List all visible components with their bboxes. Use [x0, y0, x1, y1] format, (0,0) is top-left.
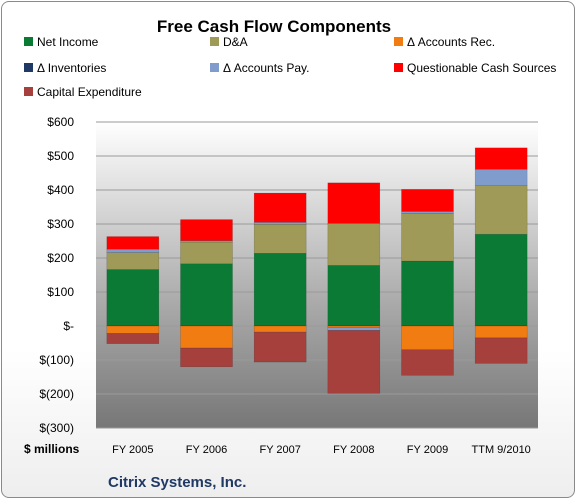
bar-segment [327, 327, 381, 331]
bar-segment [327, 223, 381, 266]
y-tick-label: $(200) [39, 387, 74, 401]
y-tick-labels: $(300) $(200) $(100) $- $100 $200 $300 $400 $500… [39, 115, 74, 435]
legend-swatch [210, 63, 219, 72]
legend-label: Capital Expenditure [37, 85, 142, 99]
bar-segment [253, 224, 307, 254]
bar-segment [401, 213, 454, 262]
x-tick-label: FY 2005 [112, 444, 153, 456]
legend-swatch [394, 63, 403, 72]
legend-label: Δ Accounts Rec. [407, 35, 495, 49]
bar-segment [327, 325, 381, 328]
legend-label: D&A [223, 35, 248, 49]
bar-segment [327, 182, 381, 224]
bars [106, 147, 528, 394]
bar-segment [253, 325, 307, 333]
x-tick-label: FY 2009 [407, 444, 448, 456]
bar-segment [327, 265, 381, 327]
legend: Net Income D&A Δ Accounts Rec. Δ Inventorie… [24, 35, 556, 99]
bar-segment [106, 236, 160, 250]
x-tick-label: FY 2008 [333, 444, 374, 456]
bar-segment [106, 252, 160, 270]
legend-swatch [24, 87, 33, 96]
bar-segment [474, 233, 528, 327]
y-tick-label: $300 [47, 217, 74, 231]
legend-swatch [24, 63, 33, 72]
x-tick-labels: FY 2005 FY 2006 FY 2007 FY 2008 FY 2009 TTM 9… [112, 444, 531, 456]
bar-segment [180, 263, 233, 327]
bar-segment [401, 211, 454, 214]
bar-segment [253, 222, 307, 225]
x-tick-label: TTM 9/2010 [472, 444, 531, 456]
bar-segment [474, 184, 528, 235]
y-tick-label: $100 [47, 285, 74, 299]
x-tick-label: FY 2006 [186, 444, 227, 456]
legend-swatch [394, 37, 403, 46]
bar-segment [401, 349, 454, 376]
bar-segment [106, 333, 160, 344]
y-tick-label: $200 [47, 251, 74, 265]
y-tick-label: $500 [47, 149, 74, 163]
legend-swatch [210, 37, 219, 46]
units-label: $ millions [24, 442, 80, 456]
bar-segment [474, 325, 528, 339]
gridlines [96, 121, 538, 429]
bar-segment [327, 330, 381, 394]
bar-segment [401, 260, 454, 327]
legend-label: Net Income [37, 35, 99, 49]
legend-label: Questionable Cash Sources [407, 61, 556, 75]
bar-segment [474, 337, 528, 364]
bar-segment [180, 241, 233, 265]
bar-segment [106, 325, 160, 334]
bar-segment [474, 169, 528, 186]
bar-segment [253, 252, 307, 327]
chart-title: Free Cash Flow Components [157, 17, 391, 36]
plot-area [96, 122, 538, 428]
bar-segment [180, 219, 233, 241]
y-tick-label: $(300) [39, 421, 74, 435]
bar-segment [106, 248, 160, 253]
bar-segment [180, 347, 233, 368]
bar-segment [401, 189, 454, 212]
y-tick-label: $- [63, 319, 74, 333]
bar-segment [401, 325, 454, 351]
footer-company: Citrix Systems, Inc. [108, 474, 246, 491]
legend-label: Δ Accounts Pay. [223, 61, 310, 75]
y-tick-label: $(100) [39, 353, 74, 367]
bar-segment [253, 331, 307, 363]
y-tick-label: $400 [47, 183, 74, 197]
legend-swatch [24, 37, 33, 46]
x-tick-label: FY 2007 [259, 444, 300, 456]
legend-label: Δ Inventories [37, 61, 106, 75]
bar-segment [253, 192, 307, 223]
bar-segment [106, 269, 160, 327]
bar-segment [180, 325, 233, 349]
bar-segment [474, 147, 528, 170]
y-tick-label: $600 [47, 115, 74, 129]
